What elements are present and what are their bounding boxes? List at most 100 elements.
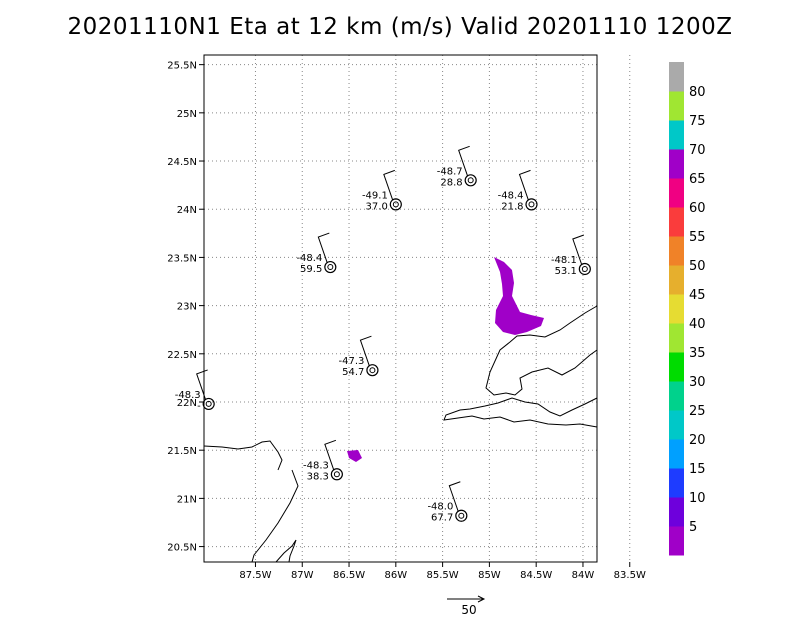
y-tick-label: 24.5N	[167, 157, 197, 168]
station-marker	[464, 174, 477, 187]
wind-barb	[324, 439, 337, 471]
grid-lines	[204, 55, 631, 562]
wind-barb	[383, 169, 395, 201]
colorbar-label: 35	[689, 346, 706, 361]
station-temp-label: -48.4	[296, 253, 322, 264]
station-marker	[202, 397, 215, 411]
y-tick-label: 21N	[177, 494, 197, 505]
colorbar-label: 30	[689, 375, 706, 390]
station-temp-label: -48.3	[175, 390, 201, 401]
shaded-region	[494, 257, 544, 335]
colorbar-swatch	[669, 497, 684, 527]
x-tick-label: 84W	[572, 570, 595, 581]
station-temp-label: -48.0	[427, 502, 453, 513]
shaded-wind-area	[347, 257, 544, 462]
x-tick-label: 85W	[478, 570, 501, 581]
station-marker-inner	[392, 201, 399, 208]
station-wind-label: 21.8	[501, 201, 523, 212]
y-tick-label: 25N	[177, 109, 197, 120]
y-tick-label: 25.5N	[167, 61, 197, 72]
x-tick-label: 84.5W	[520, 570, 552, 581]
colorbar-swatch	[669, 323, 684, 353]
x-tick-label: 83.5W	[614, 570, 646, 581]
colorbar-label: 55	[689, 230, 706, 245]
station-temp-label: -49.1	[362, 190, 388, 201]
station-wind-label: 37.0	[366, 201, 388, 212]
station-marker-inner	[333, 471, 340, 478]
station-marker-inner	[581, 265, 588, 272]
colorbar-swatch	[669, 207, 684, 237]
colorbar-swatch	[669, 120, 684, 150]
x-tick-label: 85.5W	[427, 570, 459, 581]
station-marker-inner	[528, 201, 535, 208]
colorbar-swatch	[669, 410, 684, 440]
station-marker-inner	[458, 512, 465, 519]
reference-vector: 50	[447, 595, 486, 617]
colorbar-label: 5	[689, 520, 697, 535]
y-tick-label: 22.5N	[167, 350, 197, 361]
colorbar-swatch	[669, 468, 684, 498]
station-marker	[578, 262, 591, 276]
colorbar-label: 20	[689, 433, 706, 448]
colorbar-swatch	[669, 236, 684, 266]
coastline-peninsula-tip	[275, 539, 297, 563]
station-marker-inner	[467, 177, 474, 184]
reference-vector-arrowhead	[477, 595, 486, 603]
station-wind-label: 28.8	[440, 177, 462, 188]
wind-barb	[572, 234, 585, 266]
y-tick-label: 23N	[177, 302, 197, 313]
colorbar: 5 10 15 20 25 30 35 40 45 50 55 60 65 70 75 80	[669, 62, 706, 556]
station-temp-label: -48.4	[498, 190, 524, 201]
colorbar-label: 45	[689, 288, 706, 303]
colorbar-swatch	[669, 62, 684, 92]
colorbar-label: 15	[689, 462, 706, 477]
station-marker-inner	[327, 264, 334, 271]
colorbar-label: 10	[689, 491, 706, 506]
station-temp-label: -48.7	[437, 166, 463, 177]
station-temp-label: -48.3	[303, 460, 329, 471]
coastlines	[203, 305, 598, 563]
stations: -48.728.8-49.137.0-48.421.8-48.459.5-48.…	[175, 145, 591, 524]
y-tick-label: 20.5N	[167, 543, 197, 554]
station-marker-inner	[205, 400, 212, 407]
station-marker	[455, 509, 468, 522]
station-wind-label: 53.1	[555, 266, 577, 277]
coastline-yucatan-east	[251, 469, 299, 563]
colorbar-label: 60	[689, 201, 706, 216]
y-tick-label: 21.5N	[167, 446, 197, 457]
station-wind-label: 54.7	[342, 367, 364, 378]
colorbar-swatch	[669, 526, 684, 556]
wind-barb	[196, 369, 208, 401]
wind-barb	[448, 481, 461, 512]
colorbar-swatch	[669, 149, 684, 179]
map-frame	[203, 54, 598, 563]
shaded-region-small	[347, 450, 362, 462]
wind-barb	[317, 232, 330, 264]
colorbar-label: 75	[689, 114, 706, 129]
station-wind-label: -	[197, 401, 201, 412]
wind-barb	[458, 145, 470, 177]
station-temp-label: -47.3	[339, 356, 365, 367]
colorbar-label: 40	[689, 317, 706, 332]
x-tick-label: 86W	[385, 570, 408, 581]
axes: 87.5W 87W 86.5W 86W 85.5W 85W 84.5W 84W 83.5W 25.…	[167, 61, 646, 581]
station-temp-label: -48.1	[551, 255, 577, 266]
colorbar-swatch	[669, 352, 684, 382]
y-tick-label: 24N	[177, 205, 197, 216]
colorbar-swatch	[669, 439, 684, 469]
station-marker	[389, 198, 402, 211]
y-tick-label: 22N	[177, 398, 197, 409]
chart-title: 20201110N1 Eta at 12 km (m/s) Valid 2020…	[67, 14, 733, 40]
coastline-cuba-west	[485, 305, 598, 396]
station-wind-label: 59.5	[300, 264, 322, 275]
x-tick-label: 87.5W	[239, 570, 271, 581]
coastline-yucatan-north	[203, 440, 283, 471]
station-marker	[324, 260, 337, 274]
reference-vector-label: 50	[461, 603, 476, 617]
x-tick-label: 86.5W	[333, 570, 365, 581]
colorbar-swatch	[669, 381, 684, 411]
station-wind-label: 38.3	[307, 471, 329, 482]
station-marker	[330, 468, 343, 481]
colorbar-swatch	[669, 178, 684, 208]
